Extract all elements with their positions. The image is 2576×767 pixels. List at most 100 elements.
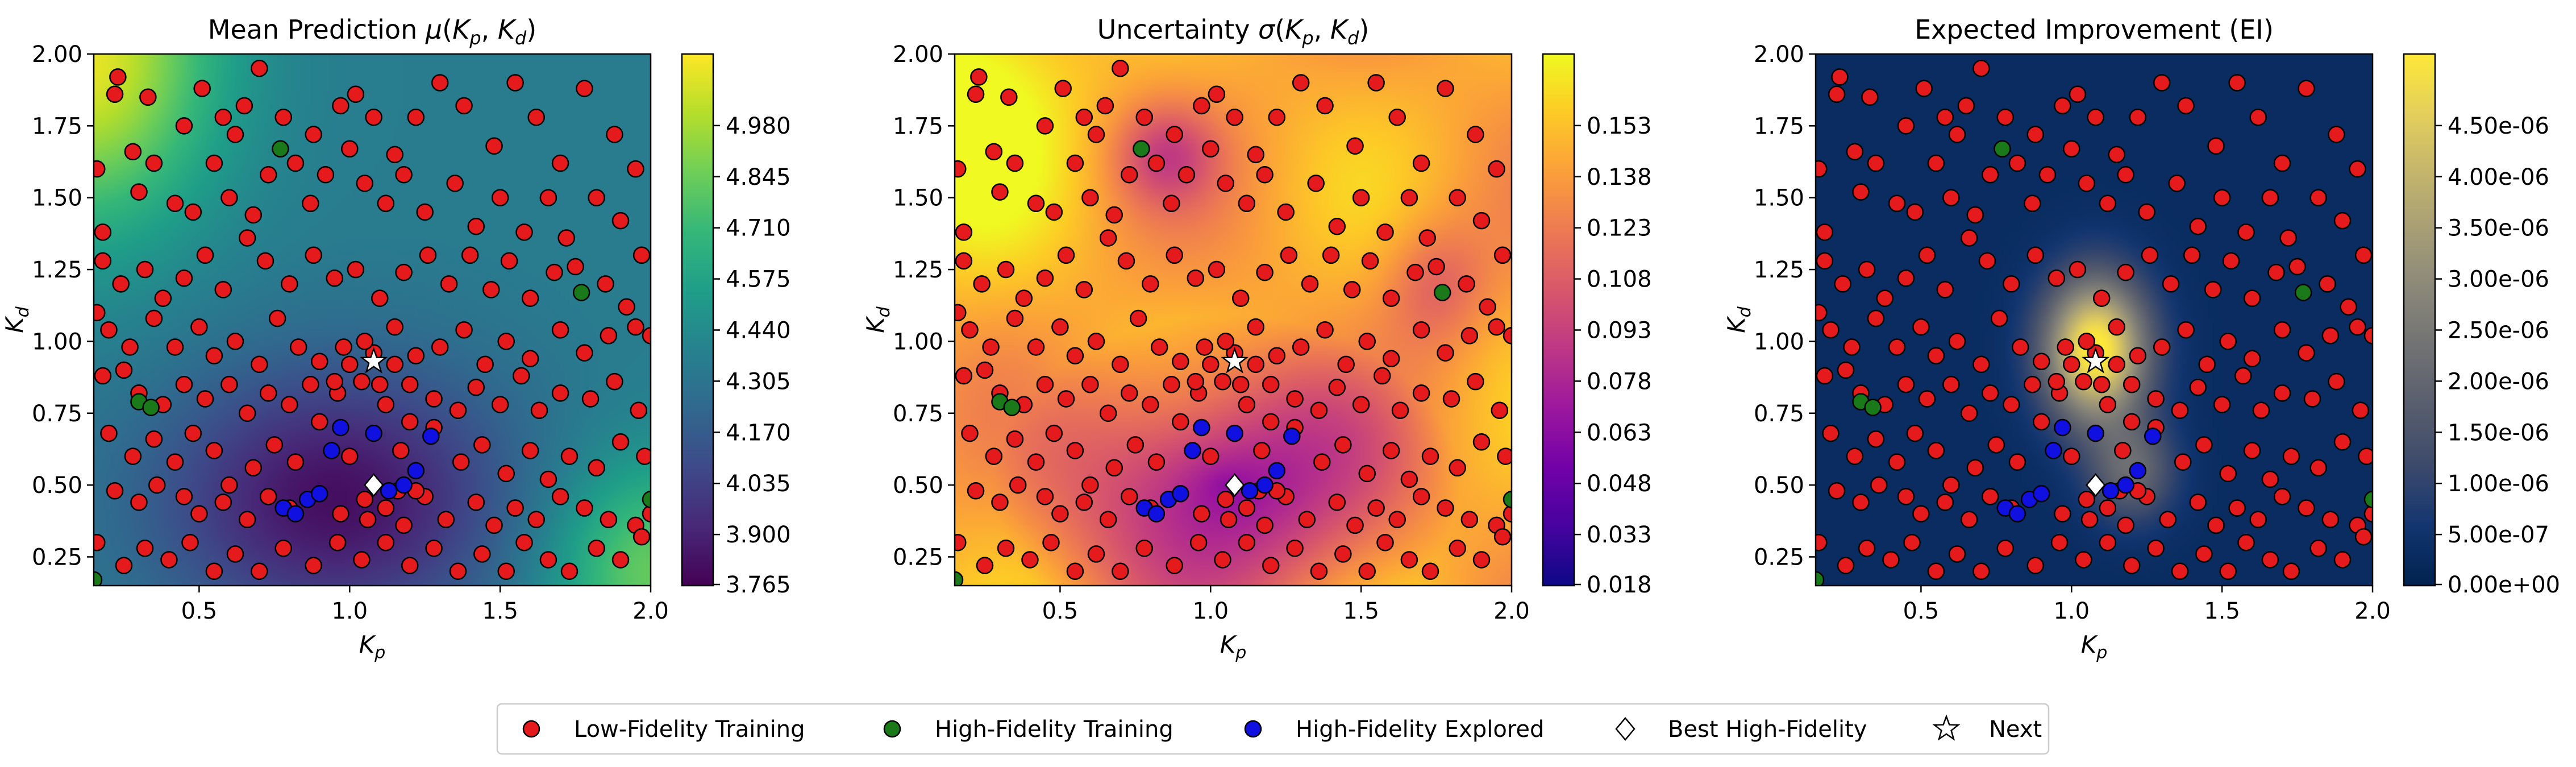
low-fidelity-point [611,433,630,451]
heatmap-unc [955,54,1512,586]
low-fidelity-point [1497,447,1512,465]
low-fidelity-point [2279,229,2297,247]
low-fidelity-point [317,166,335,184]
low-fidelity-point [311,353,328,371]
low-fidelity-point [1262,375,1280,393]
low-fidelity-point [2321,511,2340,529]
low-fidelity-point [1467,372,1484,391]
low-fidelity-point [1942,476,1960,494]
low-fidelity-point [642,327,651,345]
legend-label: Low-Fidelity Training [574,716,805,743]
low-fidelity-point [1897,117,1915,135]
low-fidelity-point [1328,379,1346,396]
colorbar-tick-label: 1.50e-06 [2448,420,2549,446]
low-fidelity-point [1376,533,1394,552]
low-fidelity-point [2249,108,2267,126]
low-fidelity-point [175,269,193,287]
low-fidelity-point [539,551,557,569]
low-fidelity-point [1262,413,1280,431]
low-fidelity-point [1491,401,1509,419]
low-fidelity-point [1882,551,1900,569]
low-fidelity-point [220,476,238,494]
low-fidelity-point [1488,160,1505,178]
low-fidelity-point [386,318,403,336]
low-fidelity-point [1828,482,1846,500]
low-fidelity-point [356,175,374,192]
low-fidelity-point [467,494,485,511]
low-fidelity-point [124,447,142,465]
explored-point [1268,462,1286,480]
low-fidelity-point [461,246,479,264]
y-tick-label: 0.50 [893,472,943,499]
low-fidelity-point [1247,146,1264,164]
low-fidelity-point [2261,189,2279,206]
low-fidelity-point [1120,166,1138,184]
low-fidelity-point [1846,447,1864,465]
low-fidelity-point [1858,260,1876,279]
low-fidelity-point [1075,281,1093,298]
low-fidelity-point [214,108,232,126]
low-fidelity-point [597,275,614,293]
low-fidelity-point [1352,189,1370,206]
colorbar [681,53,714,587]
low-fidelity-point [1042,533,1060,552]
low-fidelity-point [302,375,319,393]
low-fidelity-point [600,327,618,345]
explored-point [1184,442,1201,459]
legend-marker-circle [883,720,901,738]
low-fidelity-point [1942,375,1960,393]
low-fidelity-point [546,263,563,281]
explored-point [2033,485,2050,503]
low-fidelity-point [1948,126,1966,143]
low-fidelity-point [521,289,539,307]
low-fidelity-point [1027,338,1045,356]
explored-point [1256,476,1274,494]
low-fidelity-point [386,355,403,374]
low-fidelity-point [1972,60,1990,77]
low-fidelity-point [1262,557,1280,574]
low-fidelity-point [1972,355,1990,374]
low-fidelity-point [1503,327,1512,345]
low-fidelity-point [160,551,178,569]
low-fidelity-point [130,494,148,511]
low-fidelity-point [1217,491,1235,508]
low-fidelity-point [627,160,644,178]
low-fidelity-point [184,424,202,442]
low-fidelity-point [2288,258,2306,276]
low-fidelity-point [220,375,238,393]
colorbar [2403,53,2436,587]
low-fidelity-point [1298,511,1316,529]
low-fidelity-point [2237,533,2255,552]
low-fidelity-point [2363,327,2373,345]
low-fidelity-point [1358,465,1376,483]
low-fidelity-point [259,488,277,505]
low-fidelity-point [521,350,539,367]
low-fidelity-point [1142,275,1159,293]
low-fidelity-point [1918,246,1936,264]
low-fidelity-point [2003,275,2020,293]
low-fidelity-point [437,511,455,529]
high-fidelity-point [642,491,651,508]
low-fidelity-point [976,557,994,574]
explored-point [323,442,340,459]
low-fidelity-point [985,447,1003,465]
axes-frame [93,53,652,587]
low-fidelity-point [1488,318,1505,336]
low-fidelity-point [2273,488,2291,505]
low-fidelity-point [567,258,584,276]
low-fidelity-point [1816,367,1834,385]
low-fidelity-point [356,491,374,508]
low-fidelity-point [251,355,268,374]
low-fidelity-point [606,126,623,143]
colorbar-tick-label: 0.108 [1587,267,1652,293]
low-fidelity-point [328,533,347,552]
low-fidelity-point [485,516,503,534]
low-fidelity-point [1400,189,1418,206]
x-tick-label: 0.5 [1903,598,1940,624]
low-fidelity-point [425,390,443,408]
low-fidelity-point [347,85,365,103]
low-fidelity-point [1837,361,1855,379]
low-fidelity-point [353,372,371,391]
legend-item: Best High-Fidelity [1615,716,1867,743]
low-fidelity-point [1918,390,1936,408]
